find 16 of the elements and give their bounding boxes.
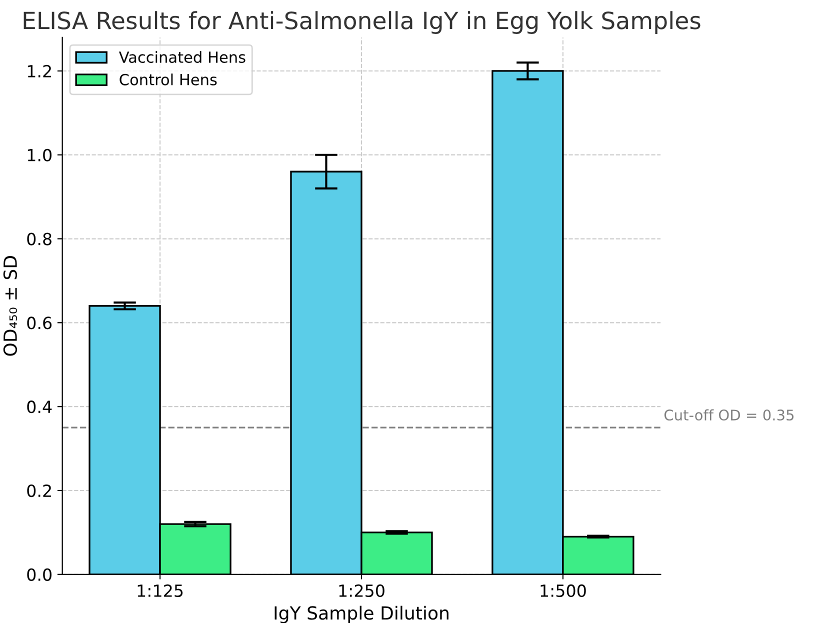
y-tick-label: 1.0: [28, 148, 52, 162]
y-tick-label: 0.2: [27, 484, 51, 498]
y-tick-label: 0.6: [27, 316, 52, 330]
y-axis-title: OD₄₅₀ ± SD: [3, 256, 18, 356]
x-axis-title: IgY Sample Dilution: [274, 606, 448, 623]
y-tick-label: 0.8: [27, 232, 52, 246]
x-tick-label: 1:250: [339, 584, 384, 598]
y-tick-label: 1.2: [28, 64, 51, 78]
y-tick-label: 0.0: [27, 568, 52, 581]
ref-line-label: Cut-off OD = 0.35: [664, 409, 794, 421]
legend-label: Vaccinated Hens: [118, 51, 246, 63]
x-tick-label: 1:500: [540, 584, 586, 598]
chart-title: ELISA Results for Anti-Salmonella IgY in Egg Yolk Samples: [24, 11, 700, 34]
x-tick-label: 1:125: [138, 584, 183, 598]
legend-label: Control Hens: [120, 74, 217, 86]
y-tick-label: 0.4: [27, 400, 52, 414]
